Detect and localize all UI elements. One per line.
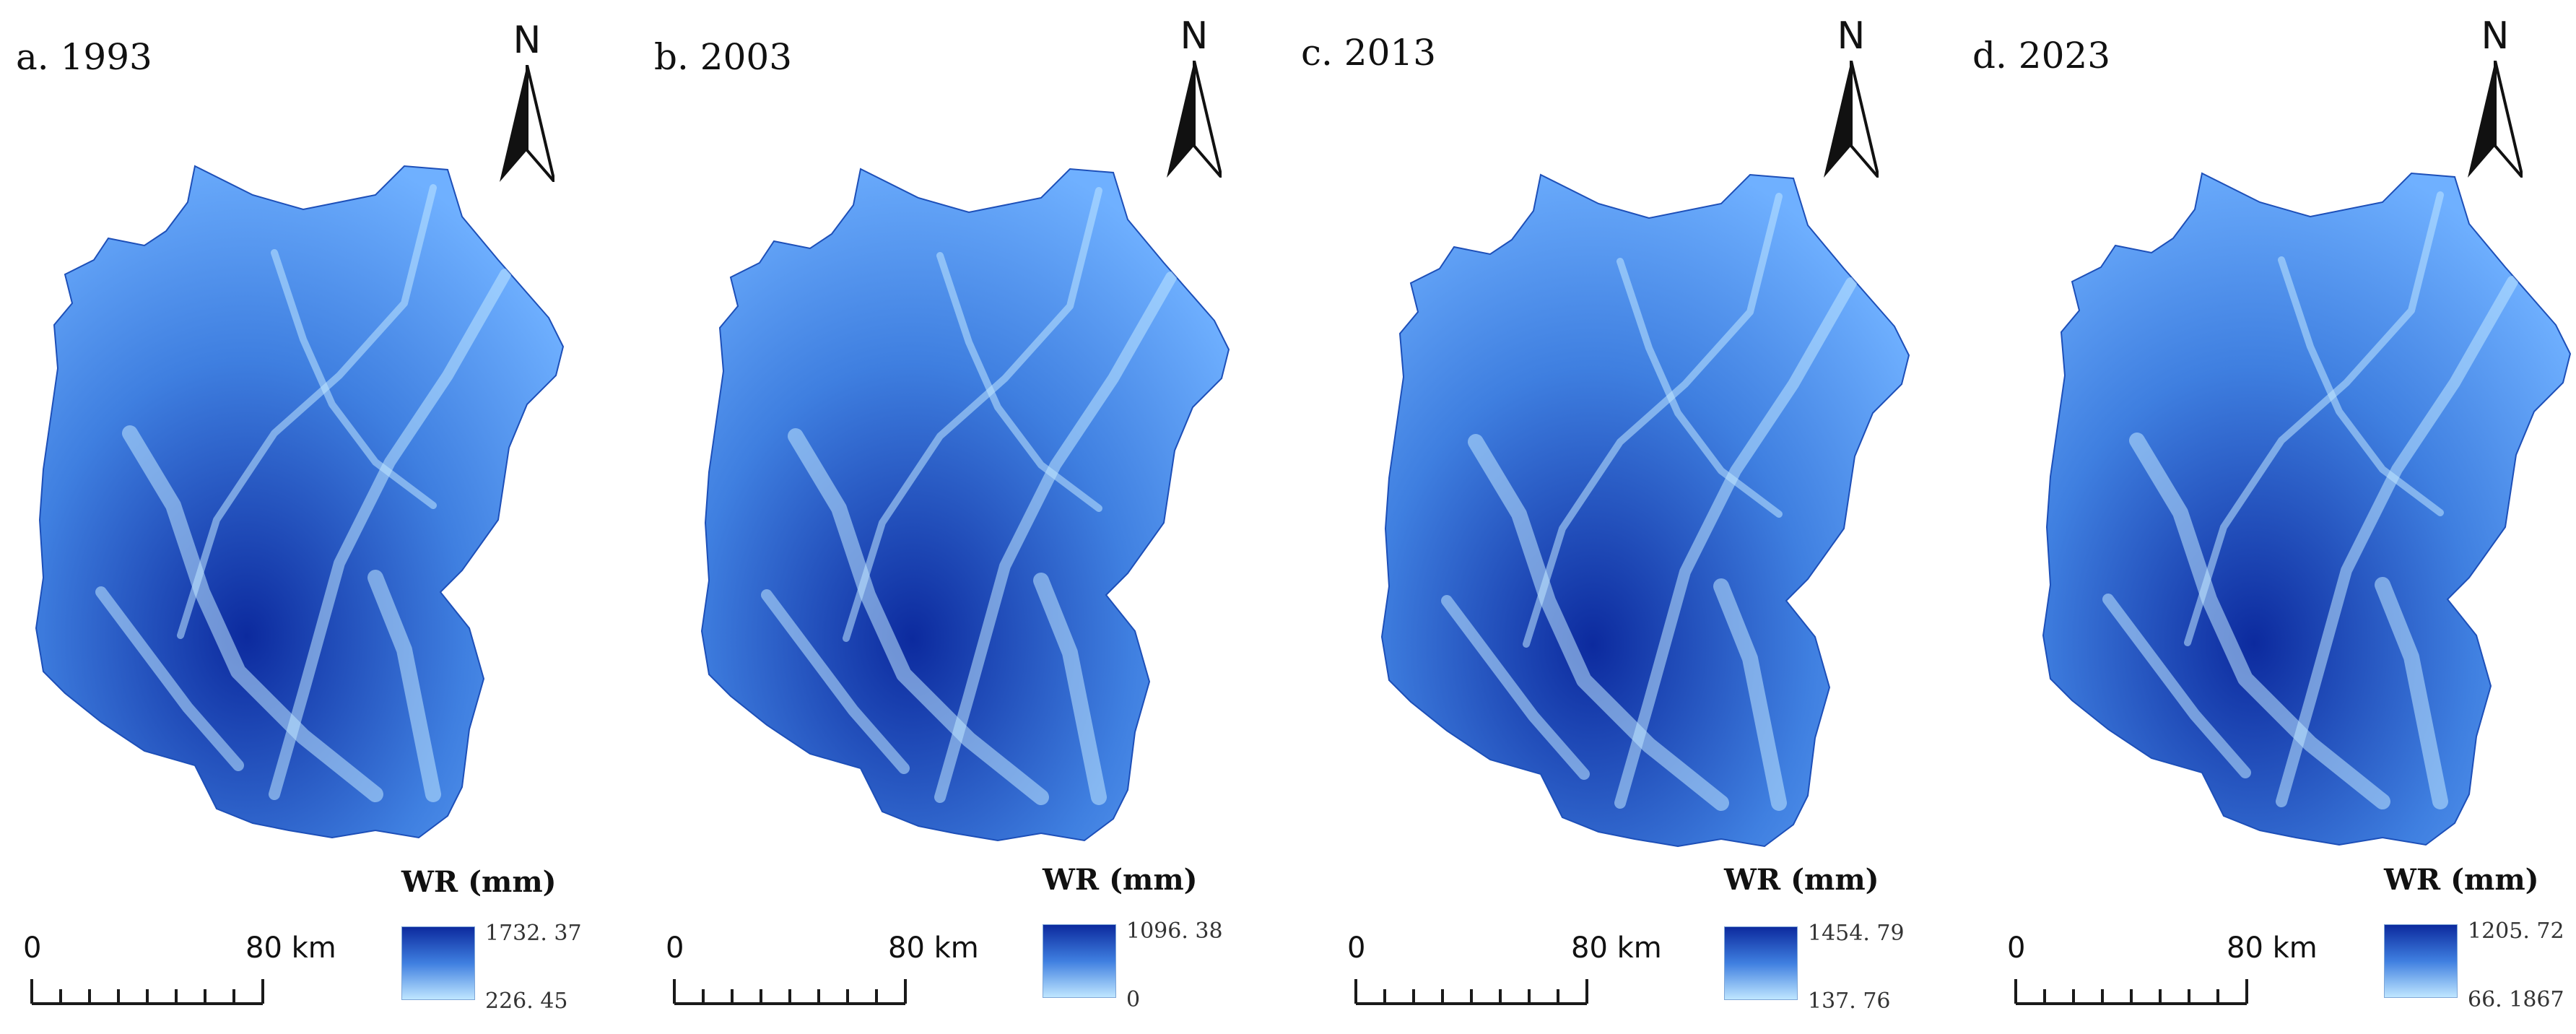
- legend-color-bar: [401, 926, 475, 1000]
- north-arrow: N: [1158, 14, 1230, 178]
- valley-streak: [1614, 277, 1857, 809]
- region-shape: [2042, 172, 2572, 846]
- scale-bar: [673, 979, 907, 1005]
- valley-streak: [843, 187, 1102, 642]
- region-shape: [1380, 173, 1910, 848]
- panel-label: c. 2013: [1301, 32, 1437, 74]
- legend-min-value: 66. 1867: [2468, 987, 2564, 1012]
- water-retention-map: [1380, 173, 1910, 848]
- valley-streak: [1441, 595, 1590, 780]
- north-arrow-icon: [1167, 61, 1222, 178]
- legend-title: WR (mm): [1724, 863, 1879, 897]
- legend-min-value: 226. 45: [485, 989, 568, 1014]
- north-arrow-icon: [500, 65, 554, 182]
- north-letter: N: [2481, 14, 2510, 58]
- legend-max-value: 1454. 79: [1808, 921, 1905, 946]
- scale-bar-zero: 0: [1347, 931, 1366, 965]
- scale-bar: [30, 979, 264, 1005]
- lowland-pattern: [761, 187, 1177, 805]
- scale-bar-zero: 0: [23, 931, 42, 965]
- panel-label: d. 2023: [1972, 35, 2111, 77]
- valley-streak: [269, 269, 511, 800]
- north-letter: N: [1837, 14, 1866, 58]
- valley-streak: [2184, 191, 2444, 646]
- scale-bar-label: 80 km: [1571, 931, 1662, 965]
- scale-bar-zero: 0: [2007, 931, 2026, 965]
- legend-color-bar: [1043, 924, 1116, 998]
- legend-max-value: 1096. 38: [1126, 918, 1223, 944]
- valley-streak: [2129, 433, 2390, 809]
- valley-streak: [788, 428, 1049, 805]
- valley-streak: [1713, 578, 1787, 811]
- valley-streak: [1033, 573, 1107, 805]
- region-shape: [700, 168, 1230, 842]
- valley-streak: [122, 425, 383, 802]
- valley-streak: [2375, 577, 2448, 809]
- legend-title: WR (mm): [1043, 863, 1198, 897]
- north-arrow: N: [491, 19, 563, 182]
- north-arrow-icon: [1824, 61, 1879, 178]
- valley-streak: [271, 249, 437, 509]
- valley-streak: [2102, 594, 2251, 778]
- legend-max-value: 1205. 72: [2468, 918, 2564, 944]
- region-shape: [35, 165, 565, 839]
- scale-bar: [2014, 979, 2248, 1005]
- north-letter: N: [1180, 14, 1209, 58]
- legend-min-value: 0: [1126, 987, 1141, 1012]
- north-arrow-icon: [2468, 61, 2523, 178]
- scale-bar-label: 80 km: [888, 931, 979, 965]
- panel-2013: c. 2013 N WR (mm) 1454. 79 137. 76 0 80 …: [1288, 0, 1932, 1034]
- panel-2003: b. 2003 N WR (mm) 1096. 38 0 0 80 km: [644, 0, 1288, 1034]
- water-retention-map: [2042, 172, 2572, 846]
- panel-label: b. 2003: [654, 36, 793, 78]
- water-retention-map: [700, 168, 1230, 842]
- legend-title: WR (mm): [2384, 863, 2539, 897]
- legend-min-value: 137. 76: [1808, 989, 1891, 1014]
- lowland-pattern: [1441, 193, 1857, 811]
- lowland-pattern: [2102, 191, 2518, 809]
- valley-streak: [95, 586, 244, 771]
- north-arrow: N: [2459, 14, 2531, 178]
- panel-1993: a. 1993 N WR (mm) 1732. 37 226. 45 0 80 …: [0, 0, 644, 1034]
- legend-max-value: 1732. 37: [485, 921, 582, 946]
- north-arrow: N: [1815, 14, 1887, 178]
- legend-color-bar: [1724, 926, 1798, 1000]
- legend-title: WR (mm): [401, 865, 557, 899]
- scale-bar-label: 80 km: [245, 931, 336, 965]
- valley-streak: [1616, 258, 1783, 518]
- valley-streak: [761, 589, 910, 774]
- valley-streak: [1523, 193, 1783, 648]
- valley-streak: [177, 184, 437, 639]
- panel-2023: d. 2023 N WR (mm) 1205. 72 66. 1867 0 80…: [1932, 0, 2576, 1034]
- north-letter: N: [513, 19, 541, 62]
- panel-label: a. 1993: [16, 36, 152, 78]
- valley-streak: [367, 570, 441, 802]
- valley-streak: [934, 271, 1177, 803]
- scale-bar: [1354, 979, 1588, 1005]
- lowland-pattern: [95, 184, 511, 802]
- water-retention-map: [35, 165, 565, 839]
- valley-streak: [936, 252, 1102, 512]
- legend-color-bar: [2384, 924, 2458, 998]
- scale-bar-label: 80 km: [2227, 931, 2318, 965]
- valley-streak: [2278, 256, 2444, 516]
- valley-streak: [1468, 434, 1729, 811]
- scale-bar-zero: 0: [666, 931, 684, 965]
- valley-streak: [2276, 276, 2518, 807]
